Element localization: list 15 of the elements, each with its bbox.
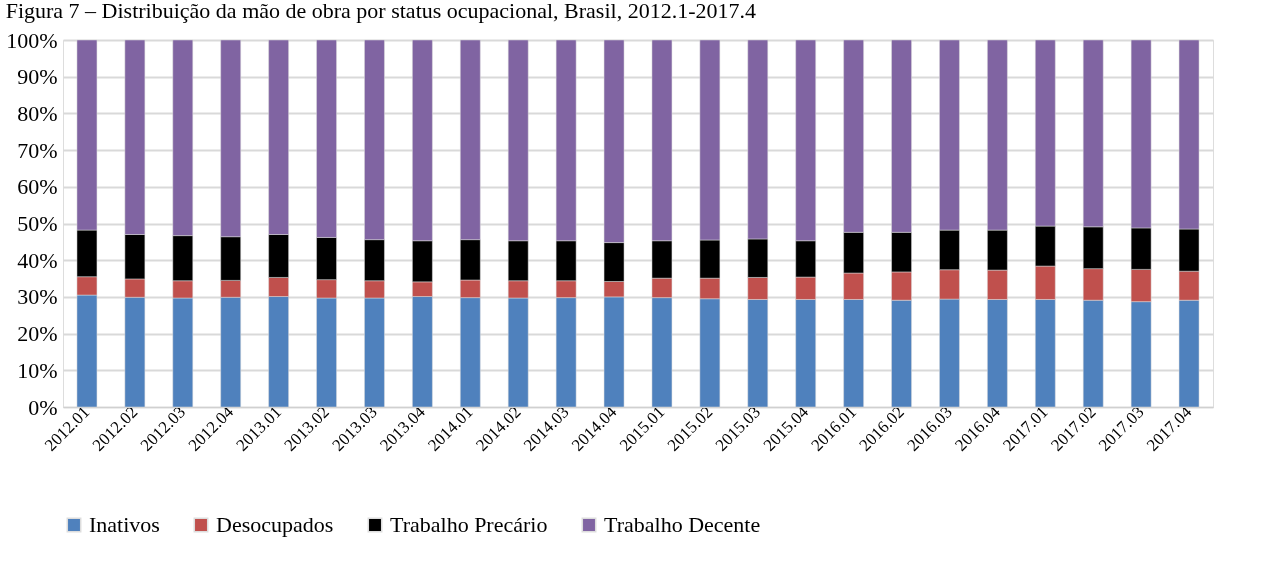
y-tick-label: 30%	[17, 284, 58, 310]
y-tick-label: 60%	[17, 174, 58, 200]
y-tick-label: 10%	[17, 357, 58, 383]
chart-title: Figura 7 – Distribuição da mão de obra por status ocupacional, Brasil, 2012.1-2017.4	[5, 0, 756, 23]
y-tick-label: 80%	[17, 100, 58, 126]
legend-label: Desocupados	[216, 512, 334, 537]
legend-label: Trabalho Decente	[604, 512, 761, 537]
y-tick-label: 90%	[17, 64, 58, 90]
y-tick-label: 50%	[17, 211, 58, 236]
y-tick-label: 70%	[17, 137, 58, 163]
legend-label: Trabalho Precário	[390, 512, 548, 537]
y-tick-label: 20%	[17, 321, 58, 347]
legend-label: Inativos	[89, 512, 160, 537]
y-tick-label: 100%	[6, 27, 58, 53]
y-tick-label: 40%	[17, 247, 58, 273]
